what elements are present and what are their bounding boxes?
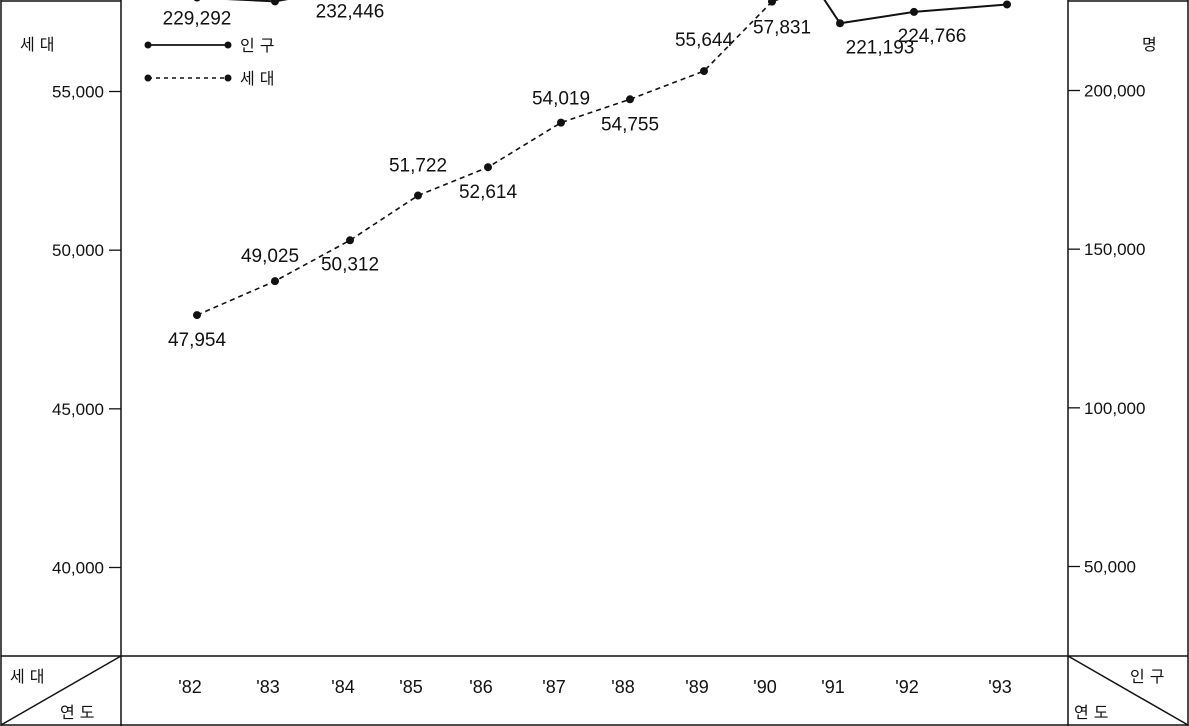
legend-dashed-start-marker <box>144 74 152 82</box>
left-tick-label: 50,000 <box>52 241 104 260</box>
households-value-label: 54,755 <box>601 114 659 135</box>
households-value-label: 57,831 <box>753 18 811 39</box>
households-point <box>557 118 565 127</box>
right-tick-label: 50,000 <box>1084 558 1136 577</box>
population-point <box>271 0 279 6</box>
left-tick-label: 55,000 <box>52 83 104 102</box>
x-tick-label: '89 <box>685 677 708 697</box>
left-axis-label: 세 대 <box>20 35 55 54</box>
left-tick-label: 40,000 <box>52 559 104 578</box>
population-point <box>836 19 844 28</box>
population-value-label: 221,193 <box>846 37 915 58</box>
legend: 인 구 세 대 <box>144 36 275 88</box>
right-axis-ticks: 50,000100,000150,000200,000250,000300,00… <box>1068 82 1145 577</box>
population-value-label: 224,766 <box>898 26 967 47</box>
population-value-label: 232,446 <box>316 2 385 23</box>
households-point <box>768 0 776 6</box>
corner-right-top-label: 인 구 <box>1130 667 1165 686</box>
corner-left-top-label: 세 대 <box>10 667 45 686</box>
households-value-label: 51,722 <box>389 156 447 177</box>
households-line <box>196 0 780 316</box>
corner-right-bottom-label: 연 도 <box>1074 703 1109 722</box>
value-labels: 229,292228,075232,446236,078239,774248,7… <box>163 2 967 352</box>
x-tick-label: '83 <box>256 677 279 697</box>
right-tick-label: 200,000 <box>1084 82 1145 101</box>
households-value-label: 49,025 <box>241 246 299 267</box>
legend-solid-end-marker <box>224 41 232 49</box>
x-tick-label: '92 <box>895 677 918 697</box>
corner-left-bottom-label: 연 도 <box>60 703 95 722</box>
households-point <box>193 311 201 320</box>
households-point <box>414 191 422 200</box>
households-point <box>271 277 279 286</box>
x-tick-label: '85 <box>399 677 422 697</box>
right-axis-label: 명 <box>1142 35 1157 54</box>
households-value-label: 54,019 <box>532 89 590 110</box>
population-value-label: 229,292 <box>163 9 232 30</box>
population-point <box>193 0 201 2</box>
legend-solid-start-marker <box>144 41 152 49</box>
households-value-label: 52,614 <box>459 182 518 203</box>
x-tick-label: '93 <box>988 677 1011 697</box>
x-tick-label: '90 <box>753 677 776 697</box>
x-tick-label: '88 <box>611 677 634 697</box>
households-value-label: 50,312 <box>321 254 379 275</box>
x-tick-label: '82 <box>178 677 201 697</box>
x-tick-label: '91 <box>821 677 844 697</box>
x-axis-tick-labels: '82 '83 '84 '85 '86 '87 '88 '89 '90 '91 '92 '93 <box>178 677 1011 697</box>
series-points <box>193 0 1011 320</box>
x-tick-label: '87 <box>542 677 565 697</box>
right-tick-label: 100,000 <box>1084 399 1145 418</box>
legend-label-households: 세 대 <box>240 69 275 88</box>
x-tick-label: '86 <box>469 677 492 697</box>
households-point <box>700 67 708 76</box>
households-point <box>626 95 634 104</box>
households-value-label: 47,954 <box>168 330 227 351</box>
population-line <box>226 0 1008 25</box>
series-lines <box>196 0 1008 316</box>
households-value-label: 55,644 <box>675 30 734 51</box>
left-axis-ticks: 40,00045,00050,00055,00060,00065,00070,0… <box>52 83 121 578</box>
right-tick-label: 150,000 <box>1084 240 1145 259</box>
households-point <box>346 236 354 245</box>
left-tick-label: 45,000 <box>52 400 104 419</box>
x-tick-label: '84 <box>331 677 354 697</box>
legend-label-population: 인 구 <box>240 36 275 55</box>
population-point <box>910 7 918 16</box>
households-point <box>484 163 492 172</box>
population-point <box>1003 0 1011 9</box>
legend-dashed-end-marker <box>224 74 232 82</box>
